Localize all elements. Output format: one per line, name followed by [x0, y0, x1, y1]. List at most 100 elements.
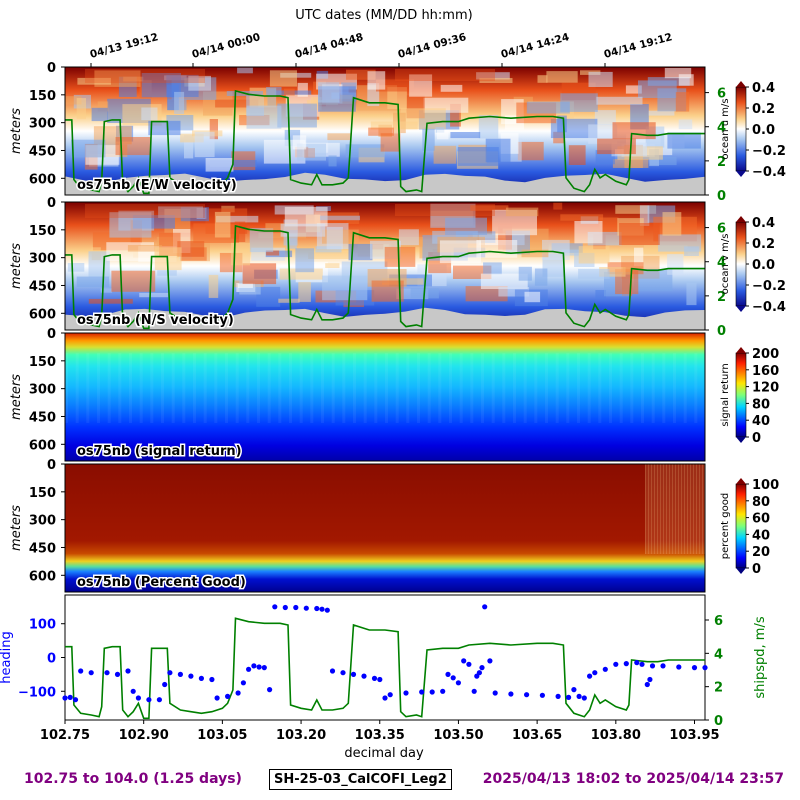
velocity-patch [71, 139, 106, 158]
velocity-patch [422, 127, 435, 151]
y-tick-label: 0 [47, 196, 56, 211]
y-tick-label: 0 [47, 652, 56, 667]
velocity-patch [615, 205, 657, 214]
top-date-tick-label: 04/14 04:48 [294, 31, 365, 61]
pg-streak [673, 464, 675, 554]
y-axis-label: meters [9, 374, 24, 420]
panel-title: os75nb (signal return) [77, 444, 242, 459]
colorbar-label: signal return [720, 363, 731, 426]
x-tick-label: 103.80 [591, 728, 641, 743]
velocity-patch [524, 291, 541, 303]
y-tick-label: 450 [29, 410, 56, 425]
velocity-patch [686, 282, 697, 306]
top-date-tick-label: 04/14 19:12 [603, 31, 674, 61]
velocity-patch [483, 262, 502, 275]
velocity-patch [85, 204, 205, 218]
colorbar-tick-label: 60 [752, 512, 770, 527]
velocity-patch [560, 214, 604, 221]
velocity-patch [148, 120, 181, 136]
heading-point [429, 689, 435, 695]
signal-streak [438, 353, 442, 423]
velocity-patch [292, 135, 307, 150]
velocity-patch [553, 202, 563, 210]
signal-streak [651, 353, 655, 423]
signal-streak [491, 353, 495, 423]
heading-point [198, 675, 204, 682]
pg-streak [696, 464, 697, 554]
velocity-patch [295, 248, 315, 273]
heading-point [587, 673, 593, 679]
velocity-patch [505, 207, 539, 217]
velocity-patch [557, 115, 567, 133]
pg-streak [645, 464, 646, 554]
colorbar-tick-label: −0.4 [752, 300, 786, 315]
velocity-patch [188, 75, 211, 91]
velocity-patch [599, 217, 619, 235]
pg-streak [688, 464, 690, 554]
colorbar-extend-bottom [736, 306, 746, 312]
velocity-patch [574, 221, 603, 244]
right-tick-label: 0 [717, 189, 726, 204]
signal-streak [139, 353, 143, 423]
velocity-patch [678, 119, 693, 130]
velocity-patch [256, 286, 281, 307]
velocity-patch [667, 254, 684, 275]
colorbar [735, 483, 747, 569]
pg-streak [658, 464, 660, 554]
velocity-patch [384, 246, 416, 267]
top-date-tick-label: 04/14 00:00 [191, 31, 262, 61]
velocity-patch [242, 263, 277, 285]
velocity-patch [526, 101, 570, 114]
velocity-patch [594, 110, 616, 125]
y-tick-label: 600 [29, 307, 56, 322]
pg-streak [646, 464, 648, 554]
velocity-patch [595, 290, 606, 300]
velocity-patch [612, 122, 656, 140]
velocity-patch [648, 110, 675, 116]
velocity-patch [157, 270, 177, 276]
top-axis-label: UTC dates (MM/DD hh:mm) [295, 8, 472, 23]
velocity-patch [684, 246, 699, 256]
y2-tick-label: 4 [714, 647, 723, 662]
velocity-patch [649, 156, 677, 166]
heading-point [576, 693, 582, 700]
velocity-patch [277, 103, 317, 128]
colorbar-label: ocean u m/s [720, 98, 731, 159]
velocity-patch [180, 133, 204, 143]
velocity-patch [622, 266, 632, 275]
signal-streak [299, 353, 303, 423]
signal-streak [75, 353, 79, 423]
signal-streak [609, 353, 612, 423]
signal-streak [363, 353, 367, 423]
pg-streak [685, 464, 687, 554]
velocity-patch [546, 71, 578, 83]
velocity-patch [269, 70, 297, 87]
heading-point [162, 681, 168, 688]
pg-streak [684, 464, 685, 554]
y-tick-label: 150 [29, 355, 56, 370]
shipspd-axis-label: shipspd, m/s [753, 616, 768, 698]
panel-frame [64, 201, 706, 331]
panel-title: os75nb (Percent Good) [77, 575, 246, 590]
heading-point [382, 695, 388, 701]
heading-point [267, 687, 273, 693]
heading-point [487, 658, 493, 664]
y-tick-label: 450 [29, 144, 56, 159]
colorbar-tick-label: 0.4 [752, 216, 775, 231]
heading-axis-label: heading [0, 631, 14, 684]
pg-streak [660, 464, 661, 554]
y-tick-label: 450 [29, 541, 56, 556]
velocity-patch [246, 105, 282, 129]
panel-frame [64, 66, 706, 196]
heading-point [130, 688, 136, 694]
y-axis-label: meters [9, 505, 24, 551]
colorbar-extend-top [736, 81, 746, 87]
velocity-patch [205, 158, 234, 172]
velocity-patch [231, 242, 251, 266]
heading-point [78, 668, 84, 674]
heading-point [104, 670, 110, 676]
heading-shipspeed-panel: 102.75 102.90 103.05 103.20 103.35 103.50 103.… [0, 594, 768, 743]
heading-point [156, 697, 162, 703]
colorbar-extend-bottom [736, 437, 746, 443]
right-tick-label: 0 [717, 324, 726, 339]
